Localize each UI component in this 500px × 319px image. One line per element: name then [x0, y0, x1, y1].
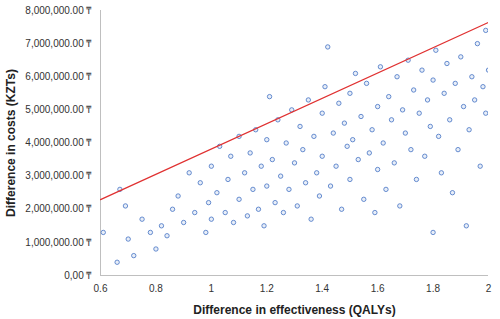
svg-text:2: 2: [486, 283, 492, 294]
svg-text:5,000,000.00 ₸: 5,000,000.00 ₸: [25, 104, 92, 115]
svg-text:0,00 ₸: 0,00 ₸: [64, 270, 92, 281]
svg-text:6,000,000.00 ₸: 6,000,000.00 ₸: [25, 71, 92, 82]
svg-text:1.8: 1.8: [426, 283, 440, 294]
svg-text:4,000,000.00 ₸: 4,000,000.00 ₸: [25, 137, 92, 148]
svg-text:2,000,000.00 ₸: 2,000,000.00 ₸: [25, 203, 92, 214]
svg-text:7,000,000.00 ₸: 7,000,000.00 ₸: [25, 38, 92, 49]
svg-text:1.4: 1.4: [315, 283, 329, 294]
svg-text:8,000,000.00 ₸: 8,000,000.00 ₸: [25, 5, 92, 16]
svg-text:1.2: 1.2: [260, 283, 274, 294]
svg-text:1.6: 1.6: [371, 283, 385, 294]
svg-text:0.8: 0.8: [149, 283, 163, 294]
svg-text:1: 1: [209, 283, 215, 294]
svg-text:0.6: 0.6: [94, 283, 108, 294]
svg-text:3,000,000.00 ₸: 3,000,000.00 ₸: [25, 170, 92, 181]
svg-text:Difference in costs (KZTs): Difference in costs (KZTs): [4, 69, 18, 217]
svg-text:1,000,000.00 ₸: 1,000,000.00 ₸: [25, 237, 92, 248]
svg-text:Difference in effectiveness (Q: Difference in effectiveness (QALYs): [193, 303, 395, 317]
